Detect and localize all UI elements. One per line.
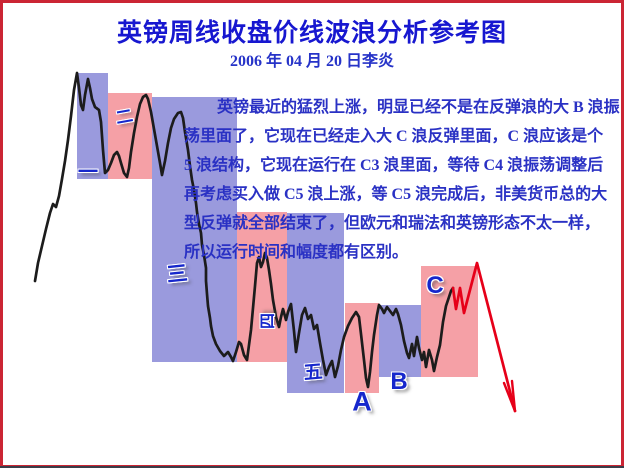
analysis-line: 5 浪结构，它现在运行在 C3 浪里面，等待 C4 浪振荡调整后 [184, 157, 604, 174]
wave-zone-四 [237, 212, 287, 362]
wave-label-B: B [390, 368, 408, 395]
chart-title: 英镑周线收盘价线波浪分析参考图 [116, 20, 507, 47]
wave-zone-B [379, 305, 422, 377]
analysis-line: 荡里面了，它现在已经走入大 C 浪反弹里面，C 浪应该是个 [184, 128, 604, 145]
forecast-arrowhead [510, 379, 517, 413]
analysis-line: 英镑最近的猛烈上涨，明显已经不是在反弹浪的大 B 浪振 [217, 99, 620, 116]
analysis-line: 再考虑买入做 C5 浪上涨，等 C5 浪完成后，非美货币总的大 [184, 186, 608, 203]
forecast-line [451, 261, 517, 413]
wave-zone-三 [152, 97, 237, 362]
wave-zone-五 [287, 213, 344, 393]
wave-label-A: A [352, 386, 372, 417]
analysis-paragraph: 英镑最近的猛烈上涨，明显已经不是在反弹浪的大 B 浪振 荡里面了，它现在已经走入… [184, 93, 620, 267]
wave-label-一: 一 [78, 161, 98, 184]
analysis-line: 所以运行时间和幅度都有区别。 [184, 244, 409, 261]
forecast-arrowhead [502, 381, 517, 413]
chart-subtitle: 2006 年 04 月 20 日李炎 [229, 53, 394, 70]
analysis-line: 型反弹就全部结束了，但欧元和瑞法和英镑形态不太一样， [184, 215, 601, 232]
price-line [33, 71, 455, 389]
wave-label-C: C [426, 272, 444, 299]
